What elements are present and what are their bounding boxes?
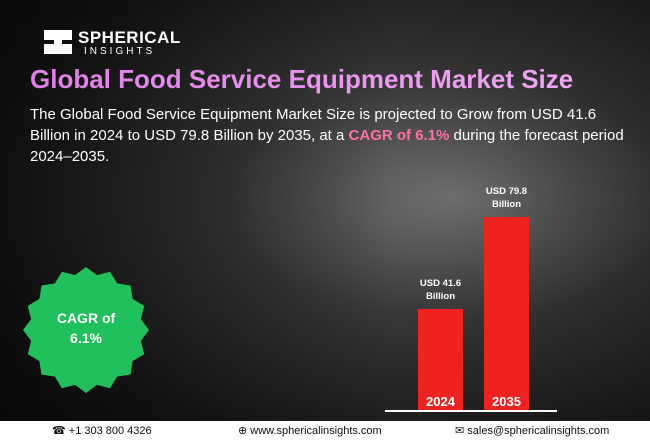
title: Global Food Service Equipment Market Siz… xyxy=(30,64,574,94)
axis-line xyxy=(385,410,557,412)
value-label: USD 41.6 Billion xyxy=(419,278,462,303)
bar xyxy=(484,217,529,410)
description-text: The Global Food Service Equipment Market… xyxy=(30,106,597,144)
value-label: USD 79.8 Billion xyxy=(485,186,528,210)
logo-text: SPHERICAL xyxy=(78,28,181,47)
category-label: 2024 xyxy=(426,394,455,409)
footer-phone: ☎ +1 303 800 4326 xyxy=(52,425,152,437)
description-text: during the forecast period 2024–2035. xyxy=(30,127,624,165)
email: sales@sphericalinsights.com xyxy=(467,425,610,437)
description-highlight: CAGR of 6.1% xyxy=(348,127,450,144)
footer-website: ⊕ www.sphericalinsights.com xyxy=(238,425,382,437)
category-label: 2035 xyxy=(492,394,521,409)
description: The Global Food Service Equipment Market… xyxy=(30,104,630,167)
bar xyxy=(418,309,463,410)
logo-icon xyxy=(44,30,72,54)
badge-text: CAGR of 6.1% xyxy=(56,310,116,346)
website: www.sphericalinsights.com xyxy=(250,425,382,437)
footer: ☎ +1 303 800 4326 ⊕ www.sphericalinsight… xyxy=(0,421,650,440)
badge-shape xyxy=(23,267,149,393)
logo-subtext: INSIGHTS xyxy=(84,46,156,57)
phone: +1 303 800 4326 xyxy=(68,425,152,437)
footer-email: ✉ sales@sphericalinsights.com xyxy=(455,425,610,437)
